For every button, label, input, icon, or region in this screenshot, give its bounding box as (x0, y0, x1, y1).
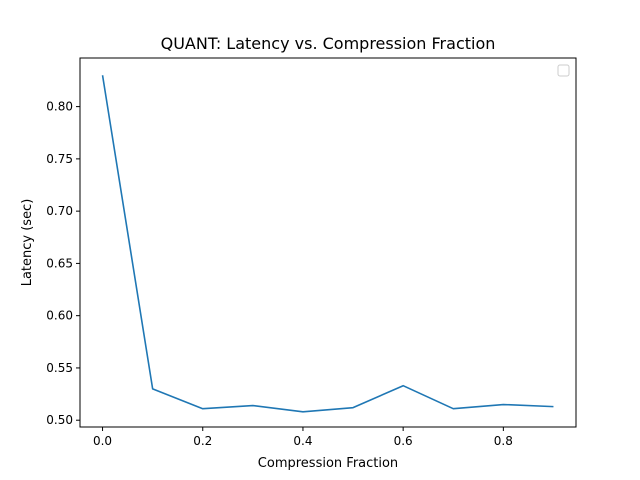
x-tick-label: 0.8 (494, 434, 513, 448)
tick-group: 0.0 0.2 0.4 0.6 0.8 0.50 0.55 0.60 0.65 0.70 0.75 0… (46, 100, 513, 448)
x-axis-label: Compression Fraction (258, 456, 398, 471)
x-tick-label: 0.6 (394, 434, 413, 448)
y-tick-label: 0.80 (46, 100, 73, 114)
series-group (101, 75, 554, 413)
y-tick-label: 0.65 (46, 256, 73, 270)
chart-title: QUANT: Latency vs. Compression Fraction (161, 34, 496, 53)
plot-frame (79, 57, 577, 428)
x-tick-label: 0.2 (193, 434, 212, 448)
y-tick-label: 0.70 (46, 204, 73, 218)
y-axis-label: Latency (sec) (20, 199, 35, 287)
y-tick-label: 0.75 (46, 152, 73, 166)
y-tick-label: 0.60 (46, 309, 73, 323)
x-tick-label: 0.0 (93, 434, 112, 448)
x-tick-label: 0.4 (293, 434, 312, 448)
legend-box (557, 64, 570, 77)
y-tick-label: 0.55 (46, 361, 73, 375)
y-tick-label: 0.50 (46, 413, 73, 427)
series-line (101, 75, 554, 413)
